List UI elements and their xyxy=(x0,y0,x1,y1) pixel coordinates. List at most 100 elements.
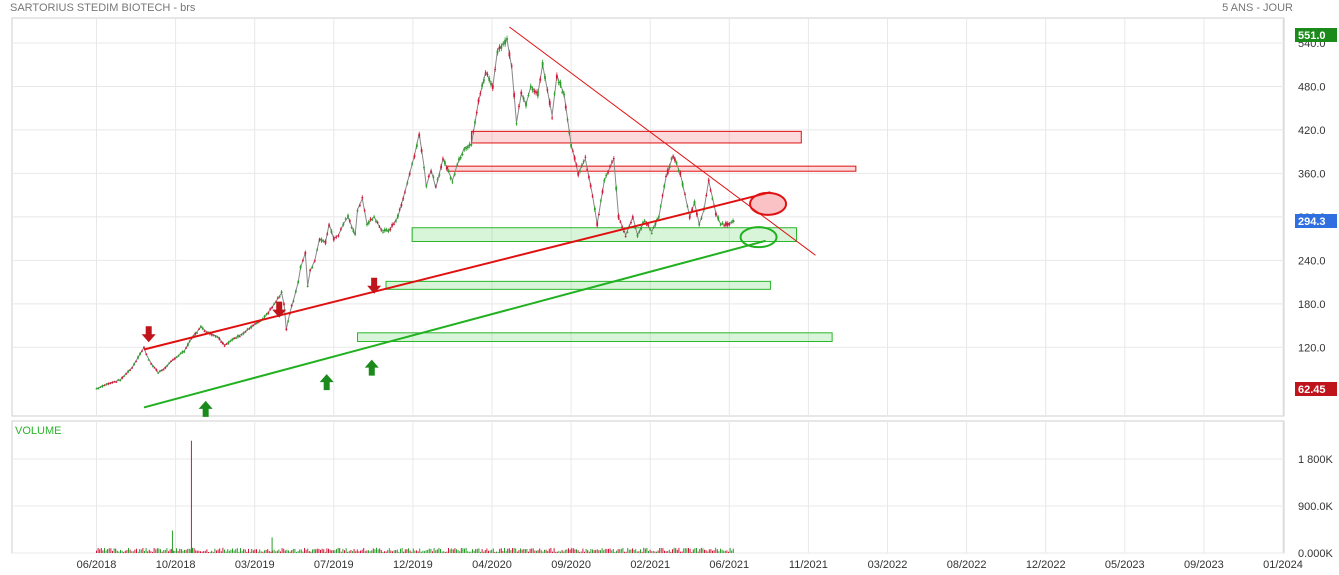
candle-body xyxy=(385,229,388,231)
candle-body xyxy=(402,198,405,200)
x-tick-label: 12/2019 xyxy=(393,559,433,571)
badge-text: 294.3 xyxy=(1298,216,1326,228)
x-tick-label: 05/2023 xyxy=(1105,559,1145,571)
candle-body xyxy=(233,338,236,340)
candle-body xyxy=(235,337,237,339)
candle-body xyxy=(440,165,443,169)
highlight-circles xyxy=(739,191,788,249)
candle-body xyxy=(681,182,684,186)
badge-bg xyxy=(1295,214,1337,229)
candle-body xyxy=(269,308,272,310)
candle-body xyxy=(210,334,213,336)
candle-body xyxy=(220,341,222,343)
volume-title: VOLUME xyxy=(15,425,61,437)
candle-body xyxy=(304,251,307,255)
candle-body xyxy=(250,325,253,329)
candle-body xyxy=(177,355,180,357)
candle-body xyxy=(244,331,247,333)
candle-body xyxy=(626,231,629,233)
candle-body xyxy=(621,226,624,228)
x-tick-label: 12/2022 xyxy=(1026,559,1066,571)
candle-body xyxy=(155,369,158,371)
x-tick-label: 06/2021 xyxy=(709,559,749,571)
candle-body xyxy=(659,205,662,207)
candle-body xyxy=(347,215,349,218)
candle-body xyxy=(413,155,416,158)
badge-text: 551.0 xyxy=(1298,30,1326,42)
candle-body xyxy=(256,321,258,324)
candle-body xyxy=(214,336,217,338)
candle-body xyxy=(201,327,204,330)
x-tick-label: 10/2018 xyxy=(156,559,196,571)
candle-body xyxy=(330,230,333,233)
candle-body xyxy=(490,83,492,86)
candle-body xyxy=(382,231,384,233)
candle-body xyxy=(584,156,587,158)
candle-body xyxy=(376,222,379,224)
candle-body xyxy=(531,88,534,91)
candle-body xyxy=(203,330,206,332)
candle-body xyxy=(95,388,98,390)
candle-body xyxy=(498,46,501,50)
candle-body xyxy=(348,220,351,222)
candle-body xyxy=(391,224,394,227)
candle-body xyxy=(432,176,435,178)
candle-body xyxy=(246,328,249,330)
candle-body xyxy=(115,381,118,383)
candle-body xyxy=(340,228,342,230)
candle-body xyxy=(546,89,549,91)
chart-period: 5 ANS - JOUR xyxy=(1222,2,1293,14)
candle-body xyxy=(612,158,615,160)
candle-body xyxy=(624,235,627,237)
candle-body xyxy=(97,388,100,390)
badge-bg xyxy=(1295,28,1337,42)
candle-body xyxy=(730,221,733,223)
candle-body xyxy=(363,210,366,212)
last-price-badge: 294.3 xyxy=(1295,214,1337,229)
candle-body xyxy=(508,52,511,57)
resistance-circle xyxy=(749,191,788,216)
candle-body xyxy=(491,85,494,89)
candle-body xyxy=(477,99,480,103)
down-arrow-icon xyxy=(367,277,382,294)
y-tick-label: 240.0 xyxy=(1298,255,1326,267)
candle-body xyxy=(474,121,476,124)
candle-body xyxy=(427,176,430,178)
candle-body xyxy=(263,315,266,318)
candle-body xyxy=(313,260,316,262)
candle-body xyxy=(415,144,418,147)
volume-y-tick-label: 1 800K xyxy=(1298,454,1334,466)
x-tick-label: 11/2021 xyxy=(789,559,828,571)
candle-body xyxy=(598,214,600,216)
candle-body xyxy=(434,186,437,188)
candle-body xyxy=(179,353,182,355)
candle-body xyxy=(686,205,689,207)
volume-bars xyxy=(96,440,734,553)
candle-body xyxy=(453,173,456,175)
candle-body xyxy=(121,376,124,379)
candle-body xyxy=(611,161,613,163)
candle-body xyxy=(628,225,631,227)
candle-body xyxy=(175,357,178,359)
candle-body xyxy=(143,347,145,349)
candle-body xyxy=(292,300,295,302)
candle-body xyxy=(252,325,255,327)
candle-body xyxy=(555,74,558,79)
candle-body xyxy=(719,224,722,226)
candle-body xyxy=(133,363,135,365)
resistance-zone xyxy=(470,130,802,144)
candle-body xyxy=(506,38,508,40)
candle-body xyxy=(603,179,606,182)
candle-body xyxy=(164,367,167,369)
candle-body xyxy=(418,133,421,137)
candle-body xyxy=(153,367,156,369)
x-tick-label: 03/2022 xyxy=(868,559,908,571)
candle-body xyxy=(181,351,184,353)
candle-body xyxy=(515,123,518,125)
price-series xyxy=(95,35,736,390)
candle-body xyxy=(332,237,335,241)
candle-body xyxy=(484,72,487,74)
candle-body xyxy=(186,343,189,346)
candle-body xyxy=(634,227,637,229)
